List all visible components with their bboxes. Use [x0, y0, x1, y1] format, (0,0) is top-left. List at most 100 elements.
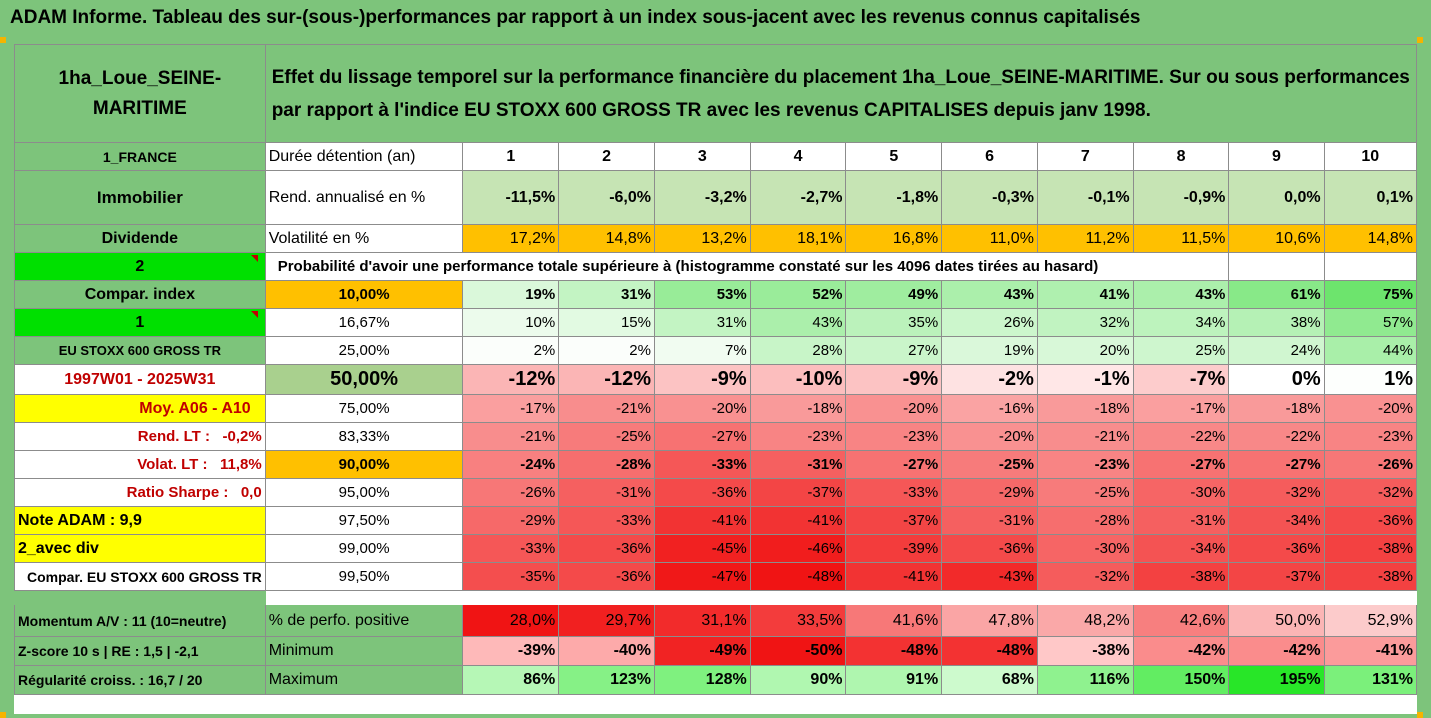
- table-row: 2_avec div 99,00% -33% -36% -45% -46% -39% -36%…: [14, 534, 1418, 563]
- quantile-value: 10%: [462, 308, 560, 337]
- quantile-value: -38%: [1323, 534, 1418, 563]
- table-row: Volat. LT : 11,8% 90,00% -24% -28% -33% -31% -…: [14, 450, 1418, 479]
- report-title: ADAM Informe. Tableau des sur-(sous-)per…: [0, 0, 1431, 36]
- duration-label: Durée détention (an): [264, 142, 464, 171]
- quantile-value: 52%: [749, 280, 847, 309]
- table-row: Momentum A/V : 11 (10=neutre)% de perfo.…: [14, 604, 1418, 637]
- quantile-value: 31%: [558, 280, 655, 309]
- table-row: 1_FRANCE Durée détention (an) 1 2 3 4 5 6 7 8 9 10: [14, 142, 1418, 171]
- quantile-value: 75%: [1323, 280, 1418, 309]
- volatility-value: 11,0%: [941, 224, 1038, 253]
- bottom-value: -40%: [558, 636, 655, 666]
- quantile-value: -23%: [845, 422, 943, 451]
- volatility-value: 11,2%: [1036, 224, 1134, 253]
- bottom-label: % de perfo. positive: [264, 604, 464, 637]
- quantile-value: -36%: [558, 534, 655, 563]
- quantile-value: -29%: [941, 478, 1038, 507]
- return-value: 0,0%: [1228, 170, 1325, 225]
- bottom-value: 90%: [749, 665, 847, 695]
- quantile-value: -23%: [749, 422, 847, 451]
- quantile-value: 25%: [1132, 336, 1230, 365]
- quantile-label: 16,67%: [264, 308, 464, 337]
- volatility-value: 14,8%: [1323, 224, 1418, 253]
- corner-marker-left: [0, 37, 6, 43]
- bottom-value: 68%: [941, 665, 1038, 695]
- quantile-value: -31%: [749, 450, 847, 479]
- quantile-value: -32%: [1036, 562, 1134, 591]
- corner-marker-bottom-left: [0, 712, 6, 718]
- year-header: 10: [1323, 142, 1418, 171]
- table-row: Régularité croiss. : 16,7 / 20 Maximum 86%…: [14, 665, 1418, 695]
- quantile-value: -38%: [1323, 562, 1418, 591]
- quantile-value: 61%: [1228, 280, 1325, 309]
- year-header: 7: [1036, 142, 1134, 171]
- bottom-value: 42,6%: [1132, 604, 1230, 637]
- quantile-value: 27%: [845, 336, 943, 365]
- table-row: Rend. LT : -0,2% 83,33% -21% -25% -27% -23% -2…: [14, 422, 1418, 451]
- sidebar-label: Volat. LT : 11,8%: [14, 450, 266, 479]
- quantile-value: 43%: [941, 280, 1038, 309]
- quantile-value: -2%: [941, 364, 1038, 395]
- quantile-value: -21%: [462, 422, 560, 451]
- year-header: 1: [462, 142, 560, 171]
- quantile-value: -21%: [1036, 422, 1134, 451]
- return-value: -0,3%: [941, 170, 1038, 225]
- quantile-value: -27%: [653, 422, 751, 451]
- table-row: Immobilier Rend. annualisé en % -11,5% -6,0…: [14, 170, 1418, 225]
- fund-name-cell: 1ha_Loue_SEINE-MARITIME: [14, 44, 266, 143]
- quantile-value: -20%: [653, 394, 751, 423]
- bottom-value: 123%: [558, 665, 655, 695]
- return-value: -0,9%: [1132, 170, 1230, 225]
- quantile-value: 2%: [558, 336, 655, 365]
- volatility-value: 14,8%: [558, 224, 655, 253]
- sidebar-label: Immobilier: [14, 170, 266, 225]
- quantile-value: -36%: [1323, 506, 1418, 535]
- quantile-value: -33%: [558, 506, 655, 535]
- table-row: 2 Probabilité d'avoir une performance tot…: [14, 252, 1418, 281]
- bottom-value: -42%: [1228, 636, 1325, 666]
- quantile-value: -45%: [653, 534, 751, 563]
- quantile-value: 1%: [1323, 364, 1418, 395]
- quantile-value: 53%: [653, 280, 751, 309]
- quantile-value: 20%: [1036, 336, 1134, 365]
- quantile-label: 25,00%: [264, 336, 464, 365]
- quantile-value: 19%: [941, 336, 1038, 365]
- spacer-cell: [14, 590, 266, 605]
- sidebar-label: Dividende: [14, 224, 266, 253]
- bottom-value: 150%: [1132, 665, 1230, 695]
- corner-marker-bottom-right: [1417, 712, 1423, 718]
- quantile-value: -21%: [558, 394, 655, 423]
- bottom-value: -42%: [1132, 636, 1230, 666]
- quantile-value: -33%: [845, 478, 943, 507]
- year-header: 6: [941, 142, 1038, 171]
- blank-cell: [1228, 252, 1325, 281]
- quantile-value: 26%: [941, 308, 1038, 337]
- table-row: 1ha_Loue_SEINE-MARITIME Effet du lissage …: [14, 44, 1418, 143]
- volatility-value: 10,6%: [1228, 224, 1325, 253]
- bottom-value: -39%: [462, 636, 560, 666]
- performance-table: 1ha_Loue_SEINE-MARITIME Effet du lissage …: [14, 44, 1418, 695]
- quantile-value: -16%: [941, 394, 1038, 423]
- blank-cell: [1323, 252, 1418, 281]
- indicator-label: Régularité croiss. : 16,7 / 20: [14, 665, 266, 695]
- quantile-value: -36%: [653, 478, 751, 507]
- quantile-value: 41%: [1036, 280, 1134, 309]
- quantile-value: -41%: [653, 506, 751, 535]
- table-row: Compar. index 10,00% 19% 31% 53% 52% 49% 43% 41%…: [14, 280, 1418, 309]
- quantile-value: 43%: [1132, 280, 1230, 309]
- quantile-value: -33%: [462, 534, 560, 563]
- sidebar-label: 1_FRANCE: [14, 142, 266, 171]
- note-marker-1: [251, 255, 258, 262]
- quantile-value: -22%: [1228, 422, 1325, 451]
- quantile-value: -31%: [941, 506, 1038, 535]
- quantile-value: -36%: [1228, 534, 1325, 563]
- bottom-value: 28,0%: [462, 604, 560, 637]
- bottom-value: 41,6%: [845, 604, 943, 637]
- year-header: 9: [1228, 142, 1325, 171]
- year-header: 4: [749, 142, 847, 171]
- year-header: 2: [558, 142, 655, 171]
- sidebar-label: EU STOXX 600 GROSS TR: [14, 336, 266, 365]
- report-sheet: 1ha_Loue_SEINE-MARITIME Effet du lissage …: [14, 44, 1418, 714]
- quantile-value: -26%: [462, 478, 560, 507]
- volatility-label: Volatilité en %: [264, 224, 464, 253]
